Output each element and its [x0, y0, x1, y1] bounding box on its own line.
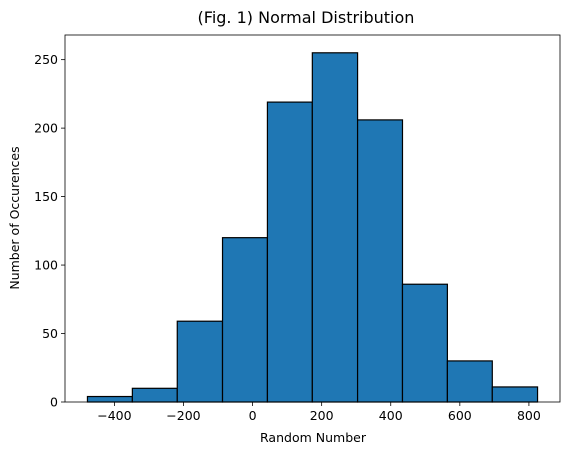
x-tick-label: 400 [379, 408, 403, 423]
histogram-bar [266, 101, 313, 403]
histogram-bar [446, 360, 493, 403]
histogram-bar [356, 119, 404, 403]
y-tick-label: 250 [34, 52, 58, 67]
x-tick-label: 0 [249, 408, 257, 423]
x-tick-label: −200 [166, 408, 200, 423]
histogram-bar [491, 386, 539, 403]
histogram-bar [311, 52, 359, 403]
x-tick-label: 800 [517, 408, 541, 423]
chart-title: (Fig. 1) Normal Distribution [198, 8, 415, 27]
histogram-bar [221, 237, 269, 403]
histogram-bar [131, 387, 178, 403]
y-axis-label: Number of Occurences [7, 146, 22, 289]
y-axis: 0 50 100 150 200 250 [34, 52, 65, 410]
x-tick-label: 200 [310, 408, 334, 423]
y-tick-label: 50 [42, 326, 58, 341]
y-tick-label: 100 [34, 258, 58, 273]
y-tick-label: 200 [34, 121, 58, 136]
x-axis: −400 −200 0 200 400 600 800 [97, 402, 541, 423]
y-tick-label: 150 [34, 189, 58, 204]
histogram-bar [176, 320, 224, 403]
histogram-bar [401, 283, 448, 403]
bars-layer [86, 52, 539, 403]
y-tick-label: 0 [50, 395, 58, 410]
x-axis-label: Random Number [260, 430, 367, 445]
x-tick-label: 600 [448, 408, 472, 423]
plot-frame [64, 34, 561, 403]
x-tick-label: −400 [97, 408, 131, 423]
histogram-bar [86, 395, 133, 403]
